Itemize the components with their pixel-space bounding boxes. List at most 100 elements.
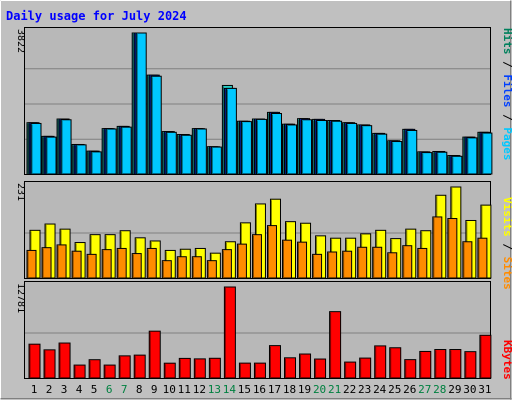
kbytes-bar xyxy=(103,364,116,379)
pages-bar xyxy=(436,151,448,175)
day-label: 25 xyxy=(388,383,401,396)
kbytes-bar xyxy=(148,330,161,379)
pages-bar xyxy=(361,125,373,175)
legend-separator-2: / xyxy=(501,108,512,128)
day-label: 9 xyxy=(151,383,158,396)
day-label: 24 xyxy=(373,383,387,396)
kbytes-bar xyxy=(284,357,297,379)
kbytes-bar xyxy=(238,362,251,379)
pages-bar xyxy=(225,87,237,175)
kbytes-bar xyxy=(163,362,176,379)
pages-bar xyxy=(135,32,147,175)
day-label: 16 xyxy=(253,383,266,396)
sites-bar xyxy=(26,249,37,279)
kbytes-bar xyxy=(268,345,281,379)
day-label: 13 xyxy=(208,383,221,396)
pages-bar xyxy=(421,152,433,175)
kbytes-bar xyxy=(88,359,101,379)
legend-files: Files xyxy=(501,74,512,107)
day-label: 12 xyxy=(193,383,206,396)
kbytes-bar xyxy=(253,362,266,379)
sites-bar xyxy=(447,218,458,279)
kbytes-bar xyxy=(73,364,86,379)
sites-bar xyxy=(146,247,157,279)
sites-bar xyxy=(357,246,368,279)
sites-bar xyxy=(221,249,232,279)
sites-bar xyxy=(297,241,308,279)
legend-visits: Visits xyxy=(501,197,512,237)
day-label: 30 xyxy=(463,383,476,396)
kbytes-bar xyxy=(43,349,56,379)
pages-bar xyxy=(240,121,252,175)
pages-bar xyxy=(120,126,132,175)
sites-bar xyxy=(417,247,428,279)
kbytes-bar xyxy=(299,353,312,379)
sites-bar xyxy=(266,225,277,279)
sites-bar xyxy=(402,245,413,279)
pages-bar xyxy=(301,119,313,175)
pages-bar xyxy=(406,129,418,175)
sites-bar xyxy=(206,260,217,279)
pages-bar xyxy=(481,132,493,175)
day-label: 14 xyxy=(223,383,237,396)
kbytes-bar xyxy=(359,357,372,379)
pages-bar xyxy=(270,112,282,175)
pages-bar xyxy=(45,136,57,175)
sites-bar xyxy=(116,247,127,279)
sites-bar xyxy=(161,260,172,279)
day-label: 15 xyxy=(238,383,251,396)
day-label: 8 xyxy=(136,383,143,396)
day-label: 22 xyxy=(343,383,356,396)
legend-separator-1: / xyxy=(501,55,512,75)
sites-bar xyxy=(477,237,488,279)
day-label: 2 xyxy=(46,383,53,396)
day-label: 7 xyxy=(121,383,128,396)
day-label: 21 xyxy=(328,383,341,396)
kbytes-bar xyxy=(419,350,432,379)
pages-bar xyxy=(451,155,463,175)
day-label: 10 xyxy=(163,383,176,396)
kbytes-bar xyxy=(178,357,191,379)
sites-bar xyxy=(327,251,338,279)
sites-bar xyxy=(41,247,52,279)
sites-bar xyxy=(86,253,97,279)
kbytes-bar xyxy=(404,359,417,379)
pages-bar xyxy=(75,144,87,175)
kbytes-bar xyxy=(329,311,342,379)
pages-bar xyxy=(466,137,478,175)
chart-title: Daily usage for July 2024 xyxy=(6,9,187,23)
sites-bar xyxy=(282,239,293,279)
kbytes-bar xyxy=(344,361,357,379)
day-label: 6 xyxy=(106,383,113,396)
sites-bar xyxy=(462,241,473,279)
pages-bar xyxy=(90,151,102,175)
sites-bar xyxy=(131,253,142,279)
kbytes-bar xyxy=(374,345,387,379)
legend-visits-sites: Visits / Sites xyxy=(501,197,512,290)
legend-hits: Hits xyxy=(501,28,512,55)
pages-bar xyxy=(316,120,328,175)
day-label: 5 xyxy=(91,383,98,396)
sites-bar xyxy=(432,216,443,279)
legend-separator-3: / xyxy=(501,237,512,257)
sites-bar xyxy=(191,256,202,279)
pages-bar xyxy=(210,146,222,175)
day-label: 31 xyxy=(478,383,491,396)
day-label: 28 xyxy=(433,383,446,396)
pages-bar xyxy=(331,120,343,175)
pages-bar xyxy=(195,128,207,175)
pages-bar xyxy=(346,122,358,175)
pages-bar xyxy=(286,124,298,175)
y-max-label-1: 3822 xyxy=(15,29,26,53)
day-label: 17 xyxy=(268,383,281,396)
day-label: 19 xyxy=(298,383,311,396)
pages-bar xyxy=(180,134,192,175)
sites-bar xyxy=(251,234,262,279)
pages-bar xyxy=(30,122,42,175)
day-label: 27 xyxy=(418,383,431,396)
kbytes-bar xyxy=(28,343,41,379)
sites-bar xyxy=(56,244,67,279)
pages-bar xyxy=(150,75,162,175)
y-max-label-2: 231 xyxy=(15,183,26,201)
